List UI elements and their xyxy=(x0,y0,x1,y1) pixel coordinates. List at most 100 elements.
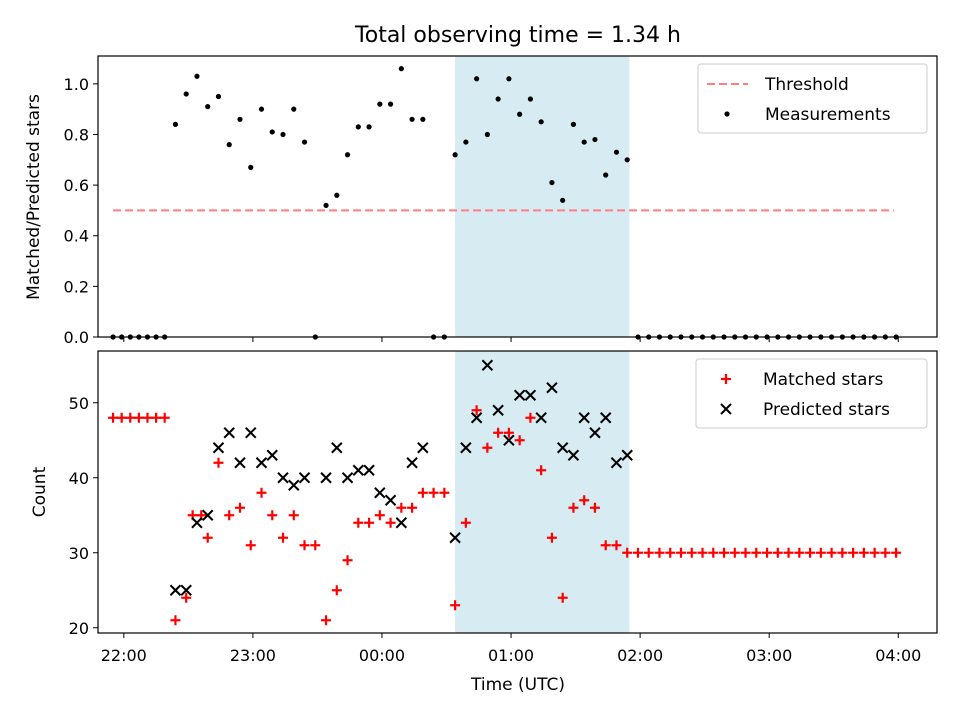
matched-star-point xyxy=(697,547,708,558)
predicted-star-point xyxy=(567,449,580,461)
matched-star-point xyxy=(428,487,439,498)
predicted-star-point xyxy=(535,412,547,424)
matched-star-point xyxy=(589,502,600,513)
predicted-star-point xyxy=(513,389,526,401)
matched-star-point xyxy=(751,547,762,558)
matched-star-point xyxy=(364,517,375,528)
top-legend-box xyxy=(697,63,928,134)
predicted-star-point xyxy=(202,509,214,521)
measurement-point xyxy=(215,93,222,100)
matched-star-point xyxy=(525,412,536,423)
matched-star-point xyxy=(278,532,289,543)
top-ytick-label: 0.0 xyxy=(64,328,89,347)
measurement-point xyxy=(474,76,480,82)
matched-star-point xyxy=(385,517,396,528)
measurement-point xyxy=(603,172,609,178)
bottom-ytick-label: 20 xyxy=(69,619,89,638)
measurement-point xyxy=(484,131,490,138)
matched-star-point xyxy=(762,547,773,558)
measurement-point xyxy=(323,202,329,208)
measurement-point xyxy=(377,101,383,107)
measurement-point xyxy=(344,152,351,158)
measurement-point xyxy=(194,73,200,79)
predicted-star-point xyxy=(255,457,268,469)
measurement-point xyxy=(463,139,469,145)
predicted-star-point xyxy=(481,359,494,371)
measurement-point xyxy=(366,124,372,130)
measurement-point xyxy=(280,131,286,138)
predicted-star-point xyxy=(298,472,311,484)
top-ytick-label: 0.6 xyxy=(64,176,89,195)
bottom-xtick-label: 22:00 xyxy=(101,646,147,665)
bottom-legend: Matched stars Predicted stars xyxy=(695,358,928,429)
matched-star-point xyxy=(482,442,493,453)
measurement-point xyxy=(398,66,404,72)
bottom-legend-box xyxy=(695,358,928,429)
matched-star-point xyxy=(288,510,299,521)
measurement-point xyxy=(172,121,179,127)
measurement-point xyxy=(538,119,544,125)
predicted-star-point xyxy=(556,442,569,454)
bottom-legend-matched-label: Matched stars xyxy=(763,370,883,390)
top-legend: Threshold Measurements xyxy=(697,63,928,134)
measurement-point xyxy=(248,164,254,170)
matched-star-point xyxy=(267,510,278,521)
matched-star-point xyxy=(224,510,235,521)
measurement-point xyxy=(581,139,587,145)
measurement-point xyxy=(517,111,523,117)
matched-star-point xyxy=(256,487,267,498)
matched-star-point xyxy=(493,427,504,438)
measurement-point xyxy=(237,116,243,122)
matched-star-point xyxy=(708,547,719,558)
top-legend-threshold-label: Threshold xyxy=(764,75,849,95)
matched-star-point xyxy=(805,547,816,558)
bottom-ytick-label: 40 xyxy=(69,469,89,488)
matched-star-point xyxy=(772,547,783,558)
matched-star-point xyxy=(600,540,611,551)
predicted-star-point xyxy=(589,427,601,439)
predicted-star-point xyxy=(610,457,623,469)
matched-star-point xyxy=(142,412,153,423)
predicted-star-point xyxy=(266,449,278,461)
top-legend-measurements-swatch xyxy=(724,111,730,117)
measurement-point xyxy=(183,91,189,97)
matched-star-point xyxy=(450,600,461,611)
measurement-point xyxy=(205,104,211,110)
matched-star-point xyxy=(321,615,332,626)
matched-star-point xyxy=(546,532,557,543)
matched-star-point xyxy=(675,547,686,558)
predicted-star-point xyxy=(212,442,225,454)
measurement-point xyxy=(624,157,630,163)
predicted-star-point xyxy=(460,442,472,454)
bottom-xtick-label: 23:00 xyxy=(230,646,276,665)
predicted-star-point xyxy=(470,412,483,424)
matched-star-point xyxy=(880,547,891,558)
matched-star-point xyxy=(460,517,471,528)
matched-star-point xyxy=(439,487,450,498)
matched-star-point xyxy=(471,405,482,416)
top-title: Total observing time = 1.34 h xyxy=(354,23,681,48)
matched-star-point xyxy=(159,412,170,423)
predicted-star-point xyxy=(578,412,590,424)
measurement-point xyxy=(355,124,361,130)
matched-star-point xyxy=(170,615,181,626)
top-ytick-label: 1.0 xyxy=(64,75,89,94)
bottom-highlight-span xyxy=(455,351,630,633)
predicted-star-point xyxy=(180,584,192,596)
matched-star-point xyxy=(151,412,162,423)
matched-star-point xyxy=(407,502,418,513)
matched-star-point xyxy=(342,555,353,566)
top-legend-measurements-label: Measurements xyxy=(765,105,891,125)
measurement-point xyxy=(258,106,265,112)
bottom-xtick-label: 01:00 xyxy=(488,646,534,665)
predicted-star-point xyxy=(288,479,300,491)
predicted-star-point xyxy=(223,427,235,439)
measurement-point xyxy=(549,179,555,186)
matched-star-point xyxy=(396,502,407,513)
measurement-point xyxy=(560,197,566,203)
matched-star-point xyxy=(858,547,869,558)
matched-star-point xyxy=(891,547,902,558)
matched-star-point xyxy=(643,547,654,558)
matched-star-point xyxy=(815,547,826,558)
top-axes-frame xyxy=(97,55,938,338)
